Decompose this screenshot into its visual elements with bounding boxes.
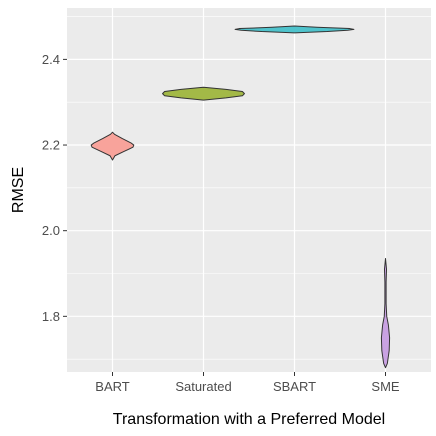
violin-saturated (162, 86, 245, 101)
y-axis-title: RMSE (10, 167, 27, 213)
x-axis-title: Transformation with a Preferred Model (113, 411, 385, 428)
y-tick-label: 2.0 (42, 223, 60, 238)
violin-bart (90, 131, 135, 161)
x-axis-ticks: BART Saturated SBART SME (95, 372, 400, 394)
x-tick-label: Saturated (175, 379, 231, 394)
violin-sme (380, 258, 391, 369)
y-tick-label: 1.8 (42, 309, 60, 324)
violin-sbart (234, 25, 355, 34)
y-axis-ticks: 1.8 2.0 2.2 2.4 (42, 52, 67, 324)
x-tick-label: SME (371, 379, 400, 394)
x-tick-label: SBART (273, 379, 316, 394)
panel-background (67, 8, 431, 372)
y-tick-label: 2.2 (42, 138, 60, 153)
y-tick-label: 2.4 (42, 52, 60, 67)
violin-layer (90, 25, 391, 369)
x-tick-label: BART (95, 379, 129, 394)
